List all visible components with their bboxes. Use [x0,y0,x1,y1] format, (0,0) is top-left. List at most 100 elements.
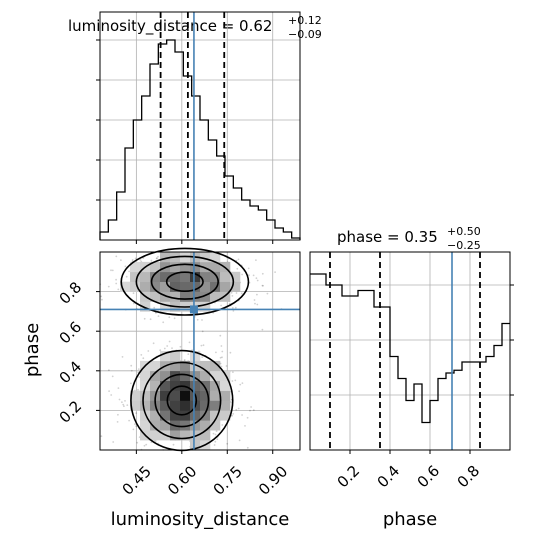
sample-point [135,425,138,428]
sample-point [266,292,269,295]
density-cell [180,360,191,372]
density-cell [140,301,151,312]
sample-point [100,295,103,298]
sample-point [213,444,216,446]
density-cell [170,390,181,401]
x-tick-label-phase: 0.6 [414,462,444,492]
density-cell [200,261,211,273]
density-cell [150,271,161,282]
sample-point [132,292,135,295]
sample-point [262,284,264,287]
density-cell [200,430,211,441]
density-cell [170,380,181,391]
sample-point [101,298,103,301]
sample-point [244,425,246,427]
density-cell [160,400,171,411]
sample-point [250,406,253,408]
sample-point [238,390,241,393]
density-cell [210,410,221,421]
sample-point [220,345,223,347]
density-cell [180,410,191,421]
luminosity-distance-histogram [99,39,301,240]
sample-point [154,440,157,442]
sample-point [237,258,240,261]
sample-point [188,341,191,344]
sample-point [231,307,234,309]
sample-point [157,315,160,317]
sample-point [120,259,122,262]
density-cell [210,420,221,431]
sample-point [134,257,137,260]
density-cell [140,281,151,292]
density-cell [210,390,221,401]
sample-point [108,390,110,392]
contour-line [135,255,235,308]
density-cell [200,360,211,372]
density-cell [130,261,141,273]
sample-point [173,317,176,320]
ld-title: luminosity_distance = 0.62 [68,17,272,36]
panel-frame [99,11,301,241]
sample-point [128,419,131,422]
density-cell [190,291,201,302]
x-tick-label-luminosity-distance: 0.75 [210,462,246,498]
sample-point [123,405,125,408]
sample-point [152,342,155,345]
ld-title-upper-error: +0.12 [288,14,322,27]
density-cell [160,351,171,362]
sample-point [130,369,133,372]
sample-point [130,364,133,367]
sample-point [147,350,150,352]
density-cell [220,271,231,282]
sample-point [232,371,234,373]
sample-point [200,344,203,347]
density-cell [180,370,191,381]
sample-point [124,265,127,268]
sample-point [214,440,217,443]
sample-point [126,404,129,406]
density-cell [180,390,191,401]
sample-point [248,274,250,277]
sample-point [142,257,145,259]
sample-point [100,435,103,438]
density-cell [210,281,221,292]
density-cell [150,281,161,292]
density-cell [190,360,201,372]
sample-point [117,288,120,291]
density-cell [140,271,151,282]
sample-point [117,413,119,416]
density-cell [200,281,211,292]
density-cell [150,291,161,302]
sample-point [238,439,241,442]
density-cell [170,281,181,292]
sample-point [111,375,114,378]
density-cell [190,351,201,362]
density-cell [230,271,241,282]
density-cell [180,400,191,411]
sample-point [261,272,264,275]
sample-point [171,347,173,349]
density-cell [190,420,201,431]
sample-point [235,292,238,294]
sample-point [150,259,153,262]
sample-point [116,421,119,423]
density-cell [140,370,151,381]
sample-point [239,383,242,386]
density-cell [160,390,171,401]
density-cell [160,410,171,421]
sample-point [131,259,134,261]
density-cell [160,252,171,263]
sample-point [246,446,249,449]
density-cell [200,380,211,391]
density-cell [120,281,131,292]
contour-line [166,385,198,416]
sample-point [254,302,256,305]
density-cell [150,420,161,431]
density-cell [220,370,231,381]
sample-point [187,353,190,355]
density-cell [170,410,181,421]
sample-point [132,428,135,431]
sample-point [156,257,158,260]
sample-point [256,293,258,296]
